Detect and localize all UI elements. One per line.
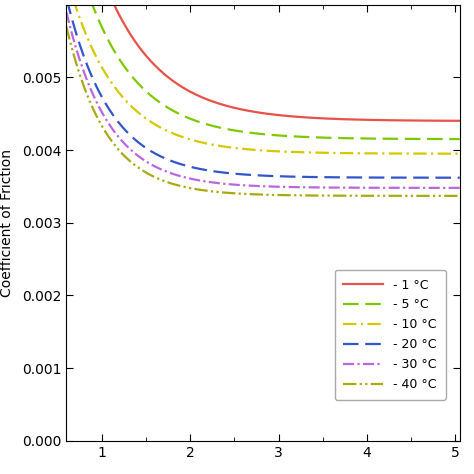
- 10 °C xyxy=(457,151,463,156)
Line: - 1 °C: - 1 °C xyxy=(66,0,460,121)
- 30 °C xyxy=(242,182,247,188)
- 20 °C xyxy=(164,156,170,162)
- 10 °C xyxy=(326,150,332,156)
- 5 °C xyxy=(326,135,332,141)
- 20 °C xyxy=(326,174,332,180)
Y-axis label: Coefficient of Friction: Coefficient of Friction xyxy=(0,149,14,297)
- 10 °C xyxy=(133,108,139,113)
- 40 °C xyxy=(326,193,332,199)
- 10 °C xyxy=(164,128,170,134)
- 30 °C xyxy=(326,185,332,191)
- 10 °C xyxy=(295,149,301,155)
- 5 °C xyxy=(360,136,365,141)
- 5 °C xyxy=(133,78,139,84)
- 1 °C xyxy=(326,116,332,121)
Line: - 40 °C: - 40 °C xyxy=(66,27,460,196)
- 30 °C xyxy=(360,185,365,191)
- 30 °C xyxy=(164,169,170,175)
- 5 °C xyxy=(242,129,247,135)
- 20 °C xyxy=(360,174,365,180)
- 40 °C xyxy=(360,193,365,199)
Line: - 20 °C: - 20 °C xyxy=(66,0,460,178)
- 30 °C xyxy=(295,184,301,190)
- 20 °C xyxy=(133,137,139,143)
- 1 °C xyxy=(360,117,365,123)
- 30 °C xyxy=(133,151,139,157)
- 40 °C xyxy=(164,179,170,185)
- 40 °C xyxy=(242,191,247,197)
- 1 °C xyxy=(457,118,463,124)
- 1 °C xyxy=(242,107,247,113)
- 40 °C xyxy=(457,193,463,199)
- 1 °C xyxy=(133,40,139,46)
- 20 °C xyxy=(295,174,301,180)
Line: - 10 °C: - 10 °C xyxy=(66,0,460,154)
- 10 °C xyxy=(360,150,365,156)
- 20 °C xyxy=(457,175,463,181)
- 5 °C xyxy=(457,136,463,142)
Legend: - 1 °C, - 5 °C, - 10 °C, - 20 °C, - 30 °C, - 40 °C: - 1 °C, - 5 °C, - 10 °C, - 20 °C, - 30 °… xyxy=(335,270,446,400)
- 1 °C xyxy=(164,74,170,80)
- 1 °C xyxy=(295,114,301,120)
- 40 °C xyxy=(133,163,139,169)
- 5 °C xyxy=(295,134,301,139)
Line: - 30 °C: - 30 °C xyxy=(66,12,460,188)
Line: - 5 °C: - 5 °C xyxy=(66,0,460,139)
- 30 °C xyxy=(457,185,463,191)
- 10 °C xyxy=(242,146,247,152)
- 30 °C xyxy=(64,9,69,15)
- 5 °C xyxy=(164,105,170,110)
- 40 °C xyxy=(64,24,69,29)
- 20 °C xyxy=(242,172,247,177)
- 40 °C xyxy=(295,192,301,198)
